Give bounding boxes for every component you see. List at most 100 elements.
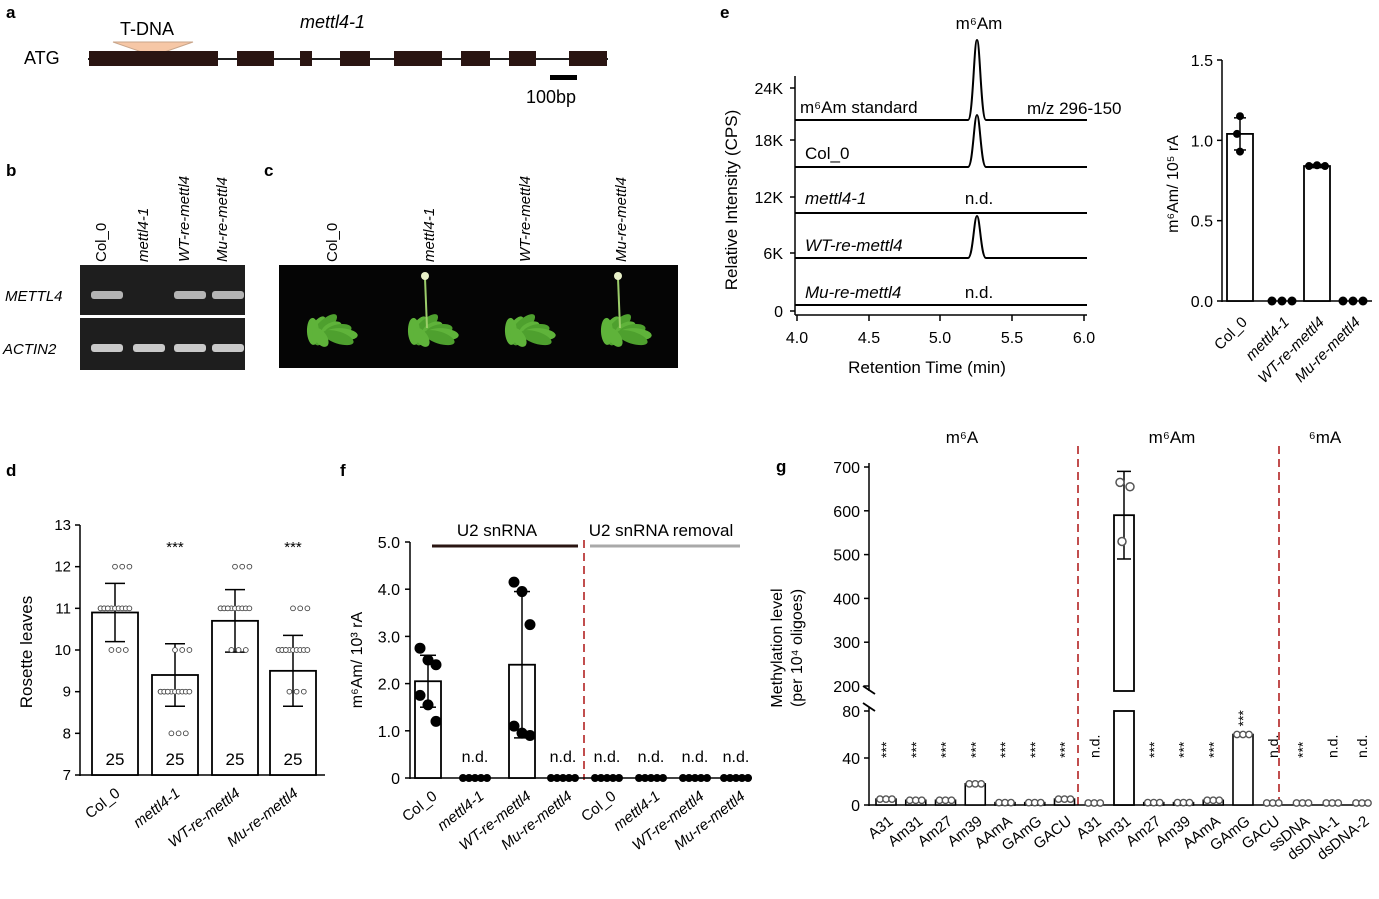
- significance-label: ***: [1176, 741, 1192, 758]
- data-point: [465, 774, 473, 782]
- gel-mettl4: [80, 265, 245, 315]
- panel-g-label: g: [776, 457, 786, 476]
- nd-label: n.d.: [550, 749, 577, 766]
- panel-a: a ATG T-DNA mettl4-1 100bp: [6, 3, 608, 107]
- y-tick-label: 5.0: [378, 535, 400, 552]
- data-point: [300, 688, 307, 695]
- gel-band: [91, 344, 123, 352]
- data-point: [297, 605, 304, 612]
- leaf: [413, 327, 430, 347]
- data-point: [1334, 799, 1343, 807]
- gel-band: [91, 291, 123, 299]
- y-tick-label: 300: [833, 635, 860, 652]
- panel-f-chart: 01.02.03.04.05.0Col_0n.d.mettl4-1WT-re-m…: [378, 535, 752, 854]
- nd-label: n.d.: [1265, 735, 1281, 758]
- nd-label: n.d.: [682, 749, 709, 766]
- data-point: [286, 688, 293, 695]
- data-point: [471, 774, 479, 782]
- nd-label: n.d.: [1324, 735, 1340, 758]
- leaf: [510, 327, 527, 347]
- plant-lane-labels: Col_0 mettl4-1 WT-re-mettl4 Mu-re-mettl4: [324, 176, 630, 262]
- data-point: [483, 774, 491, 782]
- gel-band: [174, 291, 206, 299]
- data-point: [635, 774, 643, 782]
- panel-b-label: b: [6, 161, 16, 180]
- y-tick-label: 24K: [755, 81, 784, 98]
- data-point: [571, 774, 579, 782]
- data-point: [653, 774, 661, 782]
- data-point: [414, 689, 426, 701]
- panel-g-ylabel-2: (per 10⁴ oligoes): [789, 589, 806, 707]
- data-point: [1313, 161, 1321, 170]
- plant-lane-label: WT-re-mettl4: [517, 176, 534, 262]
- y-tick-label: 4.0: [378, 582, 400, 599]
- panel-e: e Relative Intensity (CPS) Retention Tim…: [720, 3, 1372, 387]
- data-point: [720, 774, 728, 782]
- n-label: 25: [106, 750, 125, 769]
- gel-bands: [91, 291, 244, 352]
- data-point: [732, 774, 740, 782]
- trace-label: m⁶Am standard: [800, 98, 918, 117]
- data-point: [172, 647, 178, 653]
- data-point: [1267, 296, 1277, 306]
- y-tick-label: 500: [833, 548, 860, 565]
- data-point: [609, 774, 617, 782]
- data-point: [947, 796, 956, 805]
- significance-label: ***: [1146, 741, 1162, 758]
- peak-label: m⁶Am: [956, 14, 1003, 33]
- data-point: [703, 774, 711, 782]
- y-tick-label: 6K: [763, 246, 783, 263]
- data-point: [641, 774, 649, 782]
- nd-label: n.d.: [965, 189, 993, 208]
- panel-b: b Col_0 mettl4-1 WT-re-mettl4 Mu-re-mettl4 …: [2, 161, 245, 370]
- data-point: [1338, 296, 1348, 306]
- x-tick-label: Col_0: [399, 788, 440, 826]
- data-point: [659, 774, 667, 782]
- y-tick-label: 8: [63, 725, 71, 742]
- x-tick-label: mettl4-1: [130, 785, 183, 832]
- data-point: [108, 647, 115, 653]
- panel-e-label: e: [720, 3, 729, 22]
- y-tick-label: 0: [391, 771, 400, 788]
- data-point: [1305, 162, 1313, 171]
- data-point: [691, 774, 699, 782]
- significance-label: ***: [1235, 710, 1251, 727]
- y-tick-label: 400: [833, 591, 860, 608]
- y-tick-label: 200: [833, 679, 860, 696]
- data-point: [242, 647, 249, 653]
- flower-stem: [617, 277, 621, 329]
- panel-g: g Methylation level (per 10⁴ oligoes) m⁶…: [769, 428, 1372, 864]
- x-tick-label: Mu-re-mettl4: [671, 788, 748, 854]
- data-point: [414, 642, 426, 654]
- y-tick-label: 13: [54, 517, 71, 534]
- data-point: [516, 586, 528, 598]
- data-point: [1287, 296, 1297, 306]
- data-point: [119, 563, 126, 570]
- y-tick-label: 9: [63, 684, 71, 701]
- x-tick-label: Col_0: [82, 785, 123, 823]
- panel-d-ylabel: Rosette leaves: [17, 596, 36, 708]
- data-point: [726, 774, 734, 782]
- n-label: 25: [226, 750, 245, 769]
- data-point: [304, 605, 311, 612]
- data-point: [1125, 481, 1135, 492]
- x-tick-label: Mu-re-mettl4: [498, 788, 575, 854]
- data-point: [1274, 799, 1283, 807]
- trace-label: WT-re-mettl4: [805, 236, 903, 255]
- gel-lane-label: Mu-re-mettl4: [214, 177, 231, 262]
- x-tick-label: 5.0: [929, 330, 951, 347]
- x-tick-label: 4.5: [858, 330, 880, 347]
- data-point: [1096, 799, 1105, 807]
- exon-1: [89, 51, 218, 66]
- data-point: [179, 647, 186, 653]
- y-tick-label: 11: [55, 600, 71, 617]
- data-point: [685, 774, 693, 782]
- flower-stem: [424, 277, 428, 329]
- data-point: [164, 688, 171, 695]
- data-point: [246, 563, 253, 570]
- row-label-actin2: ACTIN2: [2, 341, 57, 358]
- significance-label: ***: [997, 741, 1013, 758]
- data-point: [422, 699, 434, 711]
- y-tick-label: 0.5: [1191, 214, 1213, 231]
- panel-d: d Rosette leaves 7 8 9 10 11 12 13 25 Col_0 25 ***…: [6, 461, 325, 851]
